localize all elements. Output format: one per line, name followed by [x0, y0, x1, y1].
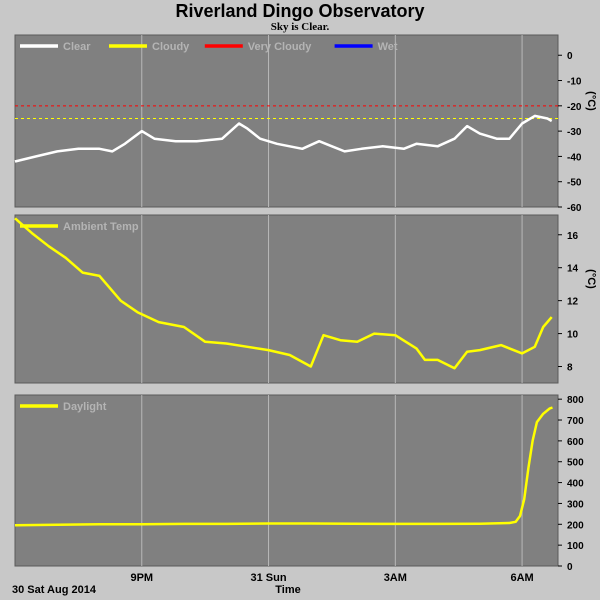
y-tick-label: 300 — [567, 499, 584, 510]
y-tick-label: 400 — [567, 479, 584, 490]
y-tick-label: 10 — [567, 330, 579, 341]
y-tick-label: -50 — [567, 178, 582, 189]
y-unit-label: (°C) — [585, 91, 597, 111]
series-line-daylight — [14, 406, 553, 527]
y-tick-label: 700 — [567, 416, 584, 427]
cloud-chart-panel: 0 -10 -20 -30 -40 -50 -60 (°C) Clear Cloudy Very C… — [14, 34, 597, 214]
y-tick-label: 12 — [567, 297, 579, 308]
legend-entry: Ambient Temp — [63, 221, 139, 233]
y-tick-label: -30 — [567, 127, 582, 138]
y-tick-label: 0 — [567, 562, 573, 573]
y-tick-label: 0 — [567, 51, 573, 62]
x-date-label: 30 Sat Aug 2014 — [12, 584, 97, 596]
plot-background — [14, 394, 559, 567]
temperature-chart-panel: 16 14 12 10 8 (°C) Ambient Temp — [14, 214, 597, 384]
y-tick-label: 16 — [567, 231, 579, 242]
y-tick-label: 600 — [567, 437, 584, 448]
daylight-chart-panel: 800 700 600 500 400 300 200 100 0 Daylight — [14, 394, 584, 573]
chart-title: Riverland Dingo Observatory — [175, 1, 425, 21]
y-tick-label: -10 — [567, 77, 582, 88]
y-tick-label: 800 — [567, 395, 584, 406]
series-line-clear — [14, 114, 553, 163]
y-tick-label: 8 — [567, 363, 573, 374]
y-tick-label: -60 — [567, 203, 582, 214]
legend-entry: Clear — [63, 41, 91, 53]
sky-status: Sky is Clear. — [270, 21, 330, 33]
y-tick-label: 14 — [567, 264, 579, 275]
series-line-ambient-temp — [14, 217, 553, 370]
legend-entry: Daylight — [63, 401, 107, 413]
legend-entry: Cloudy — [152, 41, 190, 53]
y-tick-label: 100 — [567, 541, 584, 552]
time-axis: 9PM 31 Sun 3AM 6AM 30 Sat Aug 2014 Time — [12, 572, 534, 596]
x-tick-label: 31 Sun — [251, 572, 287, 584]
y-tick-label: -40 — [567, 152, 582, 163]
x-axis-title: Time — [275, 584, 300, 596]
y-tick-label: -20 — [567, 102, 582, 113]
x-tick-label: 9PM — [130, 572, 153, 584]
y-tick-label: 200 — [567, 520, 584, 531]
plot-background — [14, 214, 559, 384]
x-tick-label: 6AM — [510, 572, 533, 584]
legend-entry: Very Cloudy — [248, 41, 312, 53]
y-tick-label: 500 — [567, 458, 584, 469]
x-tick-label: 3AM — [384, 572, 407, 584]
plot-background — [14, 34, 559, 208]
y-unit-label: (°C) — [585, 269, 597, 289]
legend-entry: Wet — [378, 41, 398, 53]
